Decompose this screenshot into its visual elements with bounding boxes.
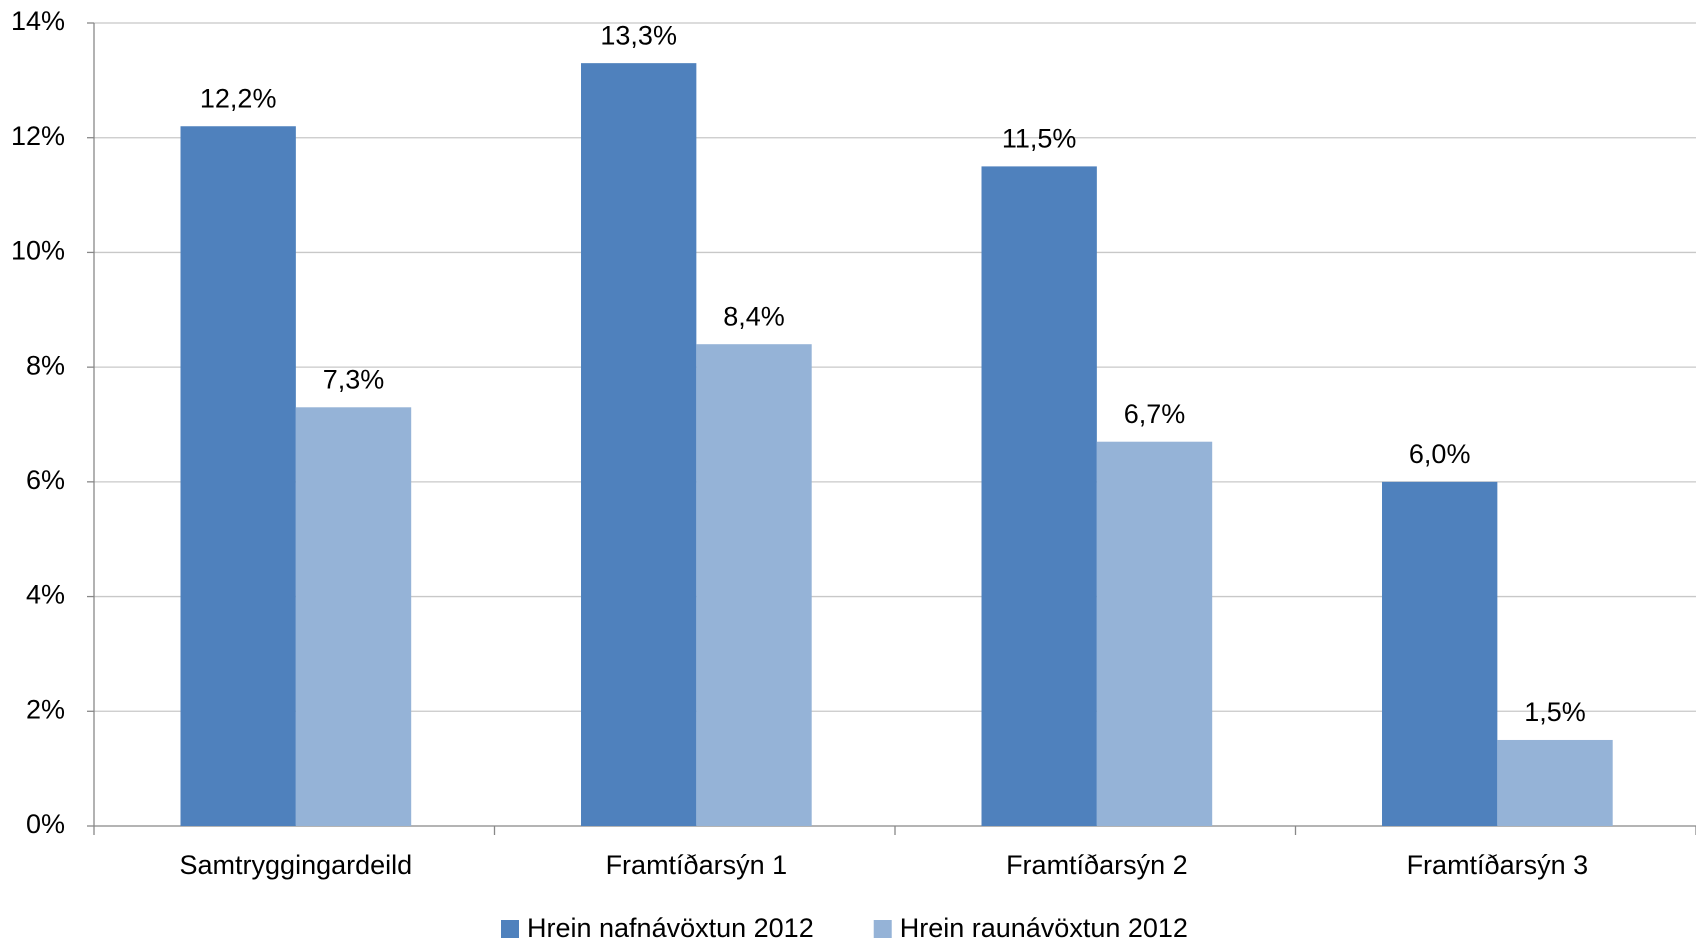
legend-label: Hrein nafnávöxtun 2012	[527, 913, 814, 943]
bar	[981, 166, 1097, 827]
y-tick-label: 14%	[11, 6, 65, 36]
y-tick-label: 8%	[26, 350, 65, 380]
bar	[696, 344, 812, 826]
data-label: 8,4%	[723, 301, 785, 331]
x-tick-label: Framtíðarsýn 2	[1006, 850, 1188, 880]
bar	[1497, 739, 1613, 826]
x-tick-label: Framtíðarsýn 1	[606, 850, 788, 880]
bar	[581, 63, 697, 826]
bar	[1096, 441, 1213, 826]
bar	[180, 126, 296, 826]
y-tick-label: 10%	[11, 236, 65, 266]
data-label: 7,3%	[323, 364, 385, 394]
legend-label: Hrein raunávöxtun 2012	[900, 913, 1188, 943]
y-tick-label: 2%	[26, 694, 65, 724]
bar	[295, 407, 412, 826]
x-tick-label: Framtíðarsýn 3	[1407, 850, 1589, 880]
legend-swatch	[873, 920, 892, 938]
data-label: 11,5%	[1002, 124, 1077, 154]
x-tick-label: Samtryggingardeild	[180, 850, 413, 880]
data-label: 6,0%	[1409, 439, 1471, 469]
data-label: 1,5%	[1524, 697, 1586, 727]
y-tick-label: 6%	[26, 465, 65, 495]
data-label: 13,3%	[600, 20, 677, 50]
data-label: 12,2%	[200, 83, 277, 113]
y-tick-label: 0%	[26, 809, 65, 839]
legend-swatch	[501, 920, 519, 938]
y-tick-label: 4%	[26, 580, 65, 610]
y-tick-label: 12%	[11, 121, 65, 151]
data-label: 6,7%	[1124, 399, 1186, 429]
bar	[1382, 481, 1498, 826]
